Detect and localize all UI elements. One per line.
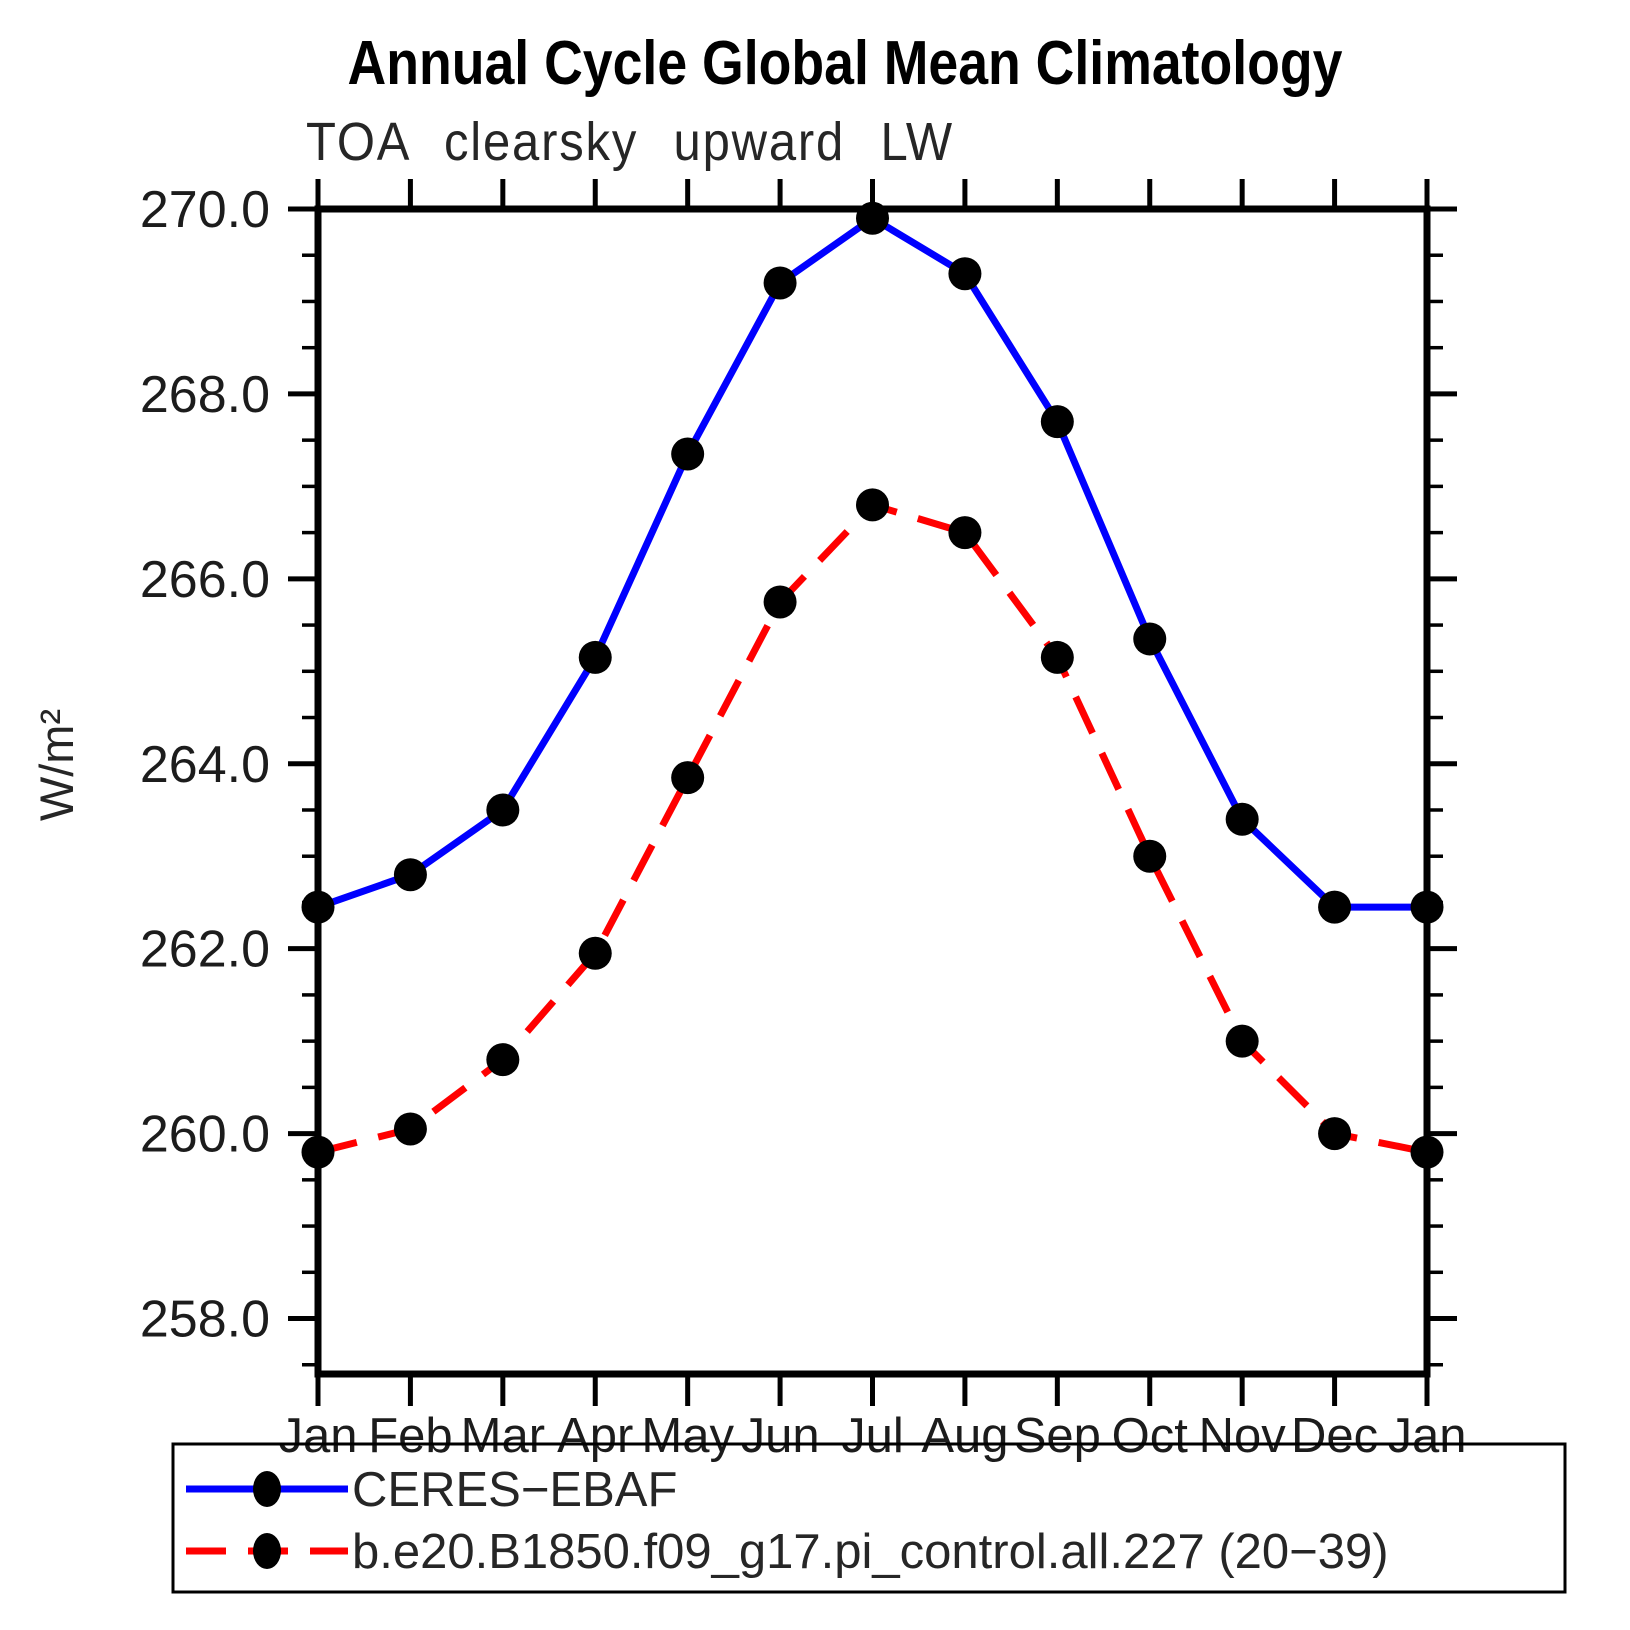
x-axis-tick-label: Dec: [1291, 1409, 1378, 1463]
series-1-marker: [1410, 1135, 1444, 1169]
chart-subtitle: TOA clearsky upward LW: [306, 112, 954, 172]
series-1-marker: [1133, 839, 1167, 873]
series-1-marker: [578, 936, 612, 970]
legend-label-ceres: CERES−EBAF: [352, 1463, 677, 1517]
legend-marker-dot: [253, 1533, 281, 1569]
series-0-marker: [486, 793, 520, 827]
legend-entry-model: b.e20.B1850.f09_g17.pi_control.all.227 (…: [186, 1525, 1389, 1579]
y-axis-tick-label: 258.0: [140, 1291, 270, 1349]
y-axis-tick-label: 264.0: [140, 736, 270, 794]
series-0-marker: [1318, 890, 1352, 924]
y-axis-tick-label: 270.0: [140, 181, 270, 239]
series-1-marker: [301, 1135, 335, 1169]
series-1-marker: [1225, 1024, 1259, 1058]
x-axis-tick-label: Jun: [741, 1409, 820, 1463]
legend-entry-ceres: CERES−EBAF: [186, 1463, 677, 1517]
series-0-marker: [763, 266, 797, 300]
x-axis-tick-label: Apr: [557, 1409, 633, 1463]
legend-marker-dot: [253, 1471, 281, 1507]
x-axis-tick-label: Sep: [1014, 1409, 1101, 1463]
series-1-marker: [856, 488, 889, 522]
x-axis-tick-label: Jan: [278, 1409, 357, 1463]
x-axis-tick-label: Nov: [1199, 1409, 1287, 1463]
x-axis-tick-label: Feb: [368, 1409, 452, 1463]
series-1-marker: [763, 585, 797, 619]
series-0-marker: [301, 890, 335, 924]
x-axis-tick-label: May: [641, 1409, 734, 1463]
x-axis-tick-label: Jul: [841, 1409, 904, 1463]
series-0-marker: [948, 257, 982, 291]
series-0-marker: [393, 858, 427, 892]
series-0-marker: [1133, 622, 1167, 656]
series-0-marker: [671, 437, 705, 471]
x-axis-tick-label: Oct: [1112, 1409, 1189, 1463]
series-1-marker: [486, 1043, 520, 1077]
y-axis-tick-label: 266.0: [140, 551, 270, 609]
series-0-marker: [1225, 802, 1259, 836]
series-0-marker: [1040, 405, 1074, 439]
legend-box: [171, 1442, 1567, 1594]
x-axis-tick-label: Mar: [461, 1409, 545, 1463]
series-1-marker: [671, 761, 705, 795]
chart-title: Annual Cycle Global Mean Climatology: [348, 29, 1343, 98]
series-line-0: [316, 214, 1427, 911]
x-axis-tick-label: Jan: [1387, 1409, 1466, 1463]
y-axis-title: W/m²: [30, 709, 83, 821]
series-0-marker: [578, 640, 612, 674]
series-1-marker: [1318, 1117, 1352, 1151]
plot-frame: [314, 205, 1431, 1378]
legend-label-model: b.e20.B1850.f09_g17.pi_control.all.227 (…: [352, 1525, 1389, 1579]
legend: CERES−EBAF b.e20.B1850.f09_g17.pi_contro…: [171, 1442, 1567, 1594]
series-line-1: [317, 501, 1428, 1156]
y-axis-tick-label: 262.0: [140, 921, 270, 979]
series-1-marker: [1040, 640, 1074, 674]
series-0-marker: [856, 201, 889, 235]
series-1-marker: [393, 1112, 427, 1146]
series-0-marker: [1410, 890, 1444, 924]
x-axis-tick-label: Aug: [921, 1409, 1008, 1463]
series-1-marker: [948, 516, 982, 550]
y-axis-tick-label: 268.0: [140, 366, 270, 424]
y-axis-tick-label: 260.0: [140, 1106, 270, 1164]
